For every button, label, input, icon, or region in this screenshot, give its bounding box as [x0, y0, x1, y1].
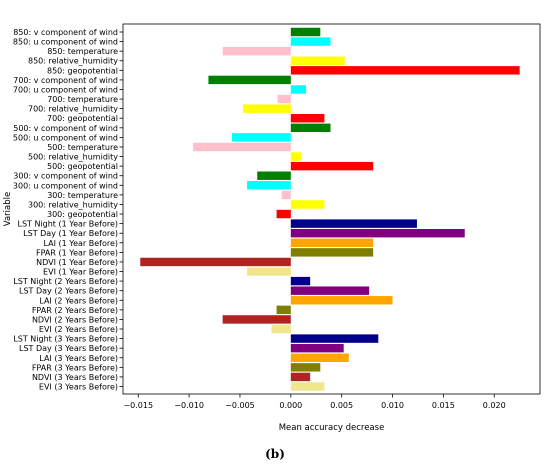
y-tick-label: EVI (1 Year Before) — [43, 268, 118, 277]
y-tick-label: LST Night (1 Year Before) — [17, 220, 118, 229]
x-tick-label: 0.000 — [279, 401, 302, 410]
y-tick-label: 300: temperature — [47, 191, 118, 200]
y-tick-label: FPAR (3 Years Before) — [32, 363, 118, 372]
y-tick-label: 500: v component of wind — [13, 124, 118, 133]
y-tick-label: 850: u component of wind — [13, 38, 118, 47]
y-tick-label: LST Day (3 Years Before) — [19, 344, 118, 353]
bar — [290, 114, 325, 123]
bar — [276, 305, 291, 315]
bar — [290, 296, 393, 305]
y-tick-label: 300: relative_humidity — [28, 200, 118, 209]
bar — [222, 315, 291, 324]
bar — [290, 228, 465, 238]
y-tick-label: 850: relative_humidity — [28, 57, 118, 66]
y-tick-label: 500: u component of wind — [13, 133, 118, 142]
figure-caption: (b) — [265, 447, 285, 461]
plot-frame — [122, 23, 541, 395]
bar — [290, 123, 331, 133]
bar — [290, 161, 374, 171]
bar — [290, 66, 520, 75]
bar — [208, 75, 291, 85]
y-tick-label: 500: temperature — [47, 143, 118, 152]
bar — [243, 104, 291, 113]
y-tick-label: LAI (3 Years Before) — [39, 354, 118, 363]
bar — [290, 37, 331, 46]
bar — [290, 219, 417, 228]
bar — [290, 200, 325, 209]
x-tick-label: 0.015 — [432, 401, 455, 410]
x-axis-title: Mean accuracy decrease — [279, 423, 385, 433]
bar — [290, 286, 370, 295]
y-tick-label: 700: u component of wind — [13, 85, 118, 94]
x-tick-label: −0.015 — [123, 401, 153, 410]
y-tick-label: 500: geopotential — [47, 162, 118, 171]
bar — [257, 171, 291, 180]
y-tick-label: LST Night (3 Years Before) — [13, 335, 118, 344]
y-tick-label: FPAR (1 Year Before) — [36, 248, 118, 257]
x-tick-label: 0.020 — [483, 401, 506, 410]
bar — [290, 382, 325, 391]
bar — [290, 372, 311, 382]
y-tick-label: 700: temperature — [47, 95, 118, 104]
bar — [290, 248, 374, 257]
bar — [271, 324, 291, 334]
x-tick-label: 0.005 — [330, 401, 353, 410]
y-tick-label: LST Day (1 Year Before) — [23, 229, 118, 238]
y-tick-label: NDVI (1 Year Before) — [36, 258, 118, 267]
y-tick-label: LAI (2 Years Before) — [39, 296, 118, 305]
y-tick-label: LAI (1 Year Before) — [43, 239, 118, 248]
bar — [290, 56, 345, 65]
y-tick-label: NDVI (3 Years Before) — [32, 373, 118, 382]
bar — [140, 257, 291, 267]
y-tick-label: 700: v component of wind — [13, 76, 118, 85]
bar — [290, 334, 379, 343]
x-tick-labels: −0.015 −0.010 −0.005 0.000 0.005 0.010 0.015 0.… — [123, 394, 506, 410]
x-tick-label: 0.010 — [381, 401, 404, 410]
x-tick-label: −0.010 — [174, 401, 204, 410]
y-tick-label: 850: geopotential — [47, 66, 118, 75]
bar — [193, 142, 291, 152]
bar — [290, 343, 344, 353]
bar — [290, 353, 349, 362]
bar — [290, 85, 307, 94]
y-tick-label: NDVI (2 Years Before) — [32, 315, 118, 324]
bar — [290, 363, 321, 372]
y-tick-label: 300: geopotential — [47, 210, 118, 219]
y-tick-label: LST Day (2 Years Before) — [19, 287, 118, 296]
bar — [276, 209, 291, 219]
y-axis-title: Variable — [3, 192, 13, 226]
bar — [277, 94, 291, 104]
y-tick-label: LST Night (2 Years Before) — [13, 277, 118, 286]
bar — [290, 152, 301, 161]
y-tick-label: 850: v component of wind — [13, 28, 118, 37]
bar — [290, 27, 321, 37]
y-tick-label: 700: relative_humidity — [28, 105, 118, 114]
bar — [290, 238, 374, 247]
y-tick-label: 850: temperature — [47, 47, 118, 56]
bar — [231, 133, 291, 142]
x-tick-label: −0.005 — [225, 401, 255, 410]
y-tick-label: 300: v component of wind — [13, 172, 118, 181]
y-tick-label: EVI (2 Years Before) — [39, 325, 118, 334]
bar — [290, 276, 311, 286]
bar — [247, 267, 291, 276]
bar — [222, 46, 291, 56]
y-tick-label: EVI (3 Years Before) — [39, 383, 118, 392]
bar — [281, 190, 291, 200]
y-tick-label: FPAR (2 Years Before) — [32, 306, 118, 315]
bars-layer — [140, 27, 520, 391]
y-tick-label: 700: geopotential — [47, 114, 118, 123]
y-tick-label: 300: u component of wind — [13, 181, 118, 190]
bar — [247, 181, 291, 190]
y-tick-label: 500: relative_humidity — [28, 153, 118, 162]
